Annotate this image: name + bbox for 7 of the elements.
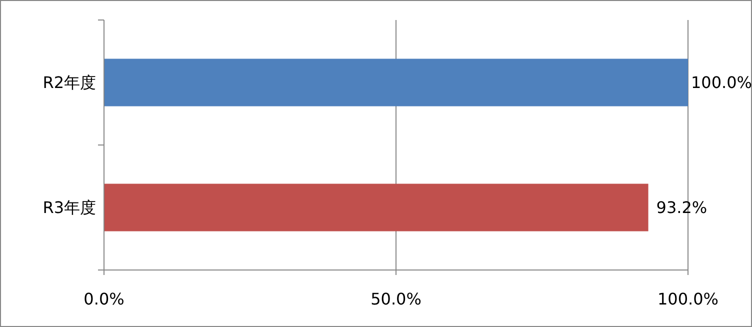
data-label: 100.0% (690, 73, 752, 92)
data-label: 93.2% (656, 198, 708, 218)
y-tick-label: R3年度 (42, 198, 96, 218)
y-tick-label: R2年度 (42, 73, 96, 92)
x-tick-label: 0.0% (84, 289, 124, 308)
x-tick-label: 50.0% (370, 289, 422, 308)
x-tick-label: 100.0% (657, 289, 719, 308)
